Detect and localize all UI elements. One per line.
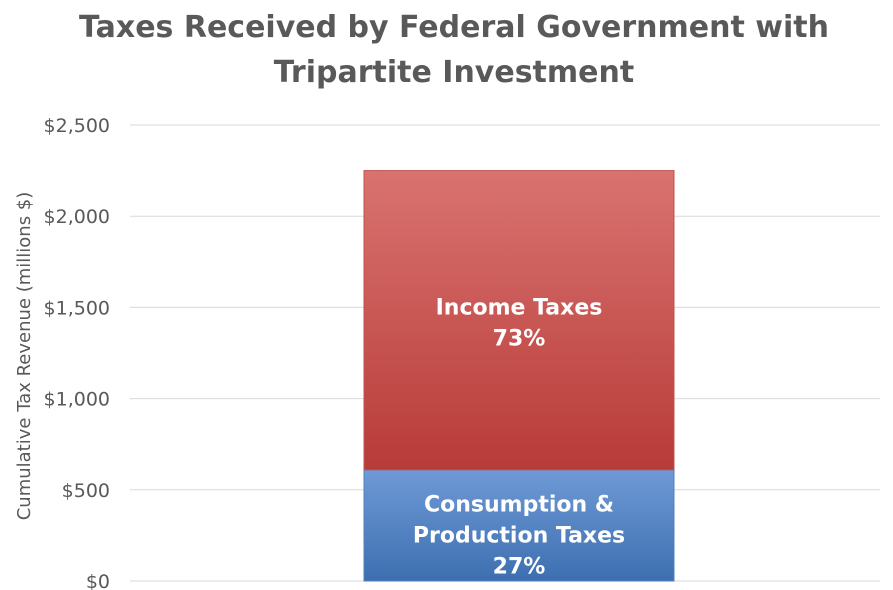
bar-segments bbox=[363, 170, 675, 582]
y-tick-label: $500 bbox=[62, 480, 110, 502]
segment-label: Consumption & bbox=[424, 492, 614, 517]
segment-label: 27% bbox=[493, 554, 546, 579]
segment-label: 73% bbox=[493, 327, 546, 352]
segment-label: Income Taxes bbox=[436, 296, 603, 321]
y-axis-label: Cumulative Tax Revenue (millions $) bbox=[14, 192, 35, 521]
y-axis-ticks: $0 $500 $1,000 $1,500 $2,000 $2,500 bbox=[44, 115, 110, 590]
y-tick-label: $0 bbox=[86, 571, 110, 590]
segment-label: Production Taxes bbox=[413, 523, 625, 548]
bar-segment-0 bbox=[363, 469, 675, 582]
y-tick-label: $2,500 bbox=[44, 115, 110, 137]
y-tick-label: $1,500 bbox=[44, 297, 110, 319]
y-tick-label: $2,000 bbox=[44, 206, 110, 228]
segment-labels: Consumption & Production Taxes 27% Income T… bbox=[413, 296, 625, 580]
chart-title-line-2: Tripartite Investment bbox=[274, 55, 634, 90]
y-tick-label: $1,000 bbox=[44, 389, 110, 411]
chart-title-line-1: Taxes Received by Federal Government wit… bbox=[79, 10, 829, 45]
bar-segment-1 bbox=[363, 170, 675, 471]
